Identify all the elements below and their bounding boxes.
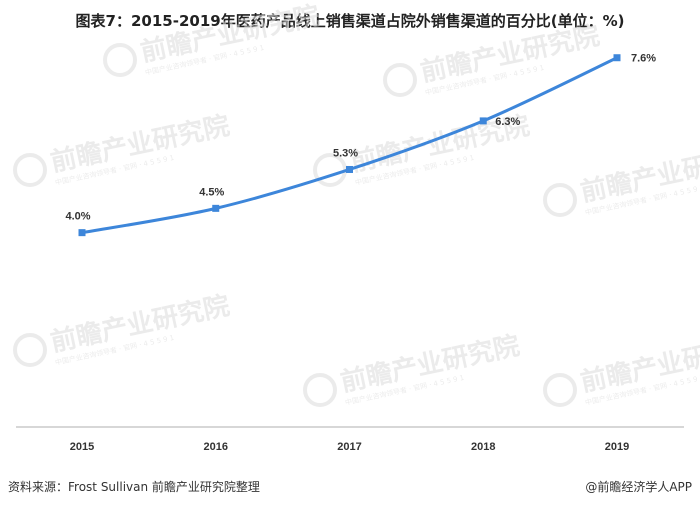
x-tick-label: 2015 [70,441,94,453]
x-axis-ticks: 2015 2016 2017 2018 2019 [70,441,629,453]
x-tick-label: 2018 [471,441,495,453]
data-point [479,117,487,125]
data-point [212,204,220,212]
source-note: 资料来源：Frost Sullivan 前瞻产业研究院整理 [8,480,260,494]
chart-title: 图表7：2015-2019年医药产品线上销售渠道占院外销售渠道的百分比(单位：%… [75,12,625,30]
data-point [613,54,621,62]
data-points [78,54,621,237]
data-point [346,165,353,173]
data-label: 5.3% [333,147,358,159]
data-label: 4.0% [65,211,90,223]
data-labels: 4.0% 4.5% 5.3% 6.3% 7.6% [65,53,656,223]
x-tick-label: 2016 [204,441,228,453]
data-point [78,229,86,237]
data-label: 4.5% [199,186,224,198]
data-label: 6.3% [495,116,520,128]
data-label: 7.6% [631,53,656,65]
x-tick-label: 2017 [337,441,361,453]
brand-note: @前瞻经济学人APP [585,480,692,494]
x-tick-label: 2019 [605,441,629,453]
